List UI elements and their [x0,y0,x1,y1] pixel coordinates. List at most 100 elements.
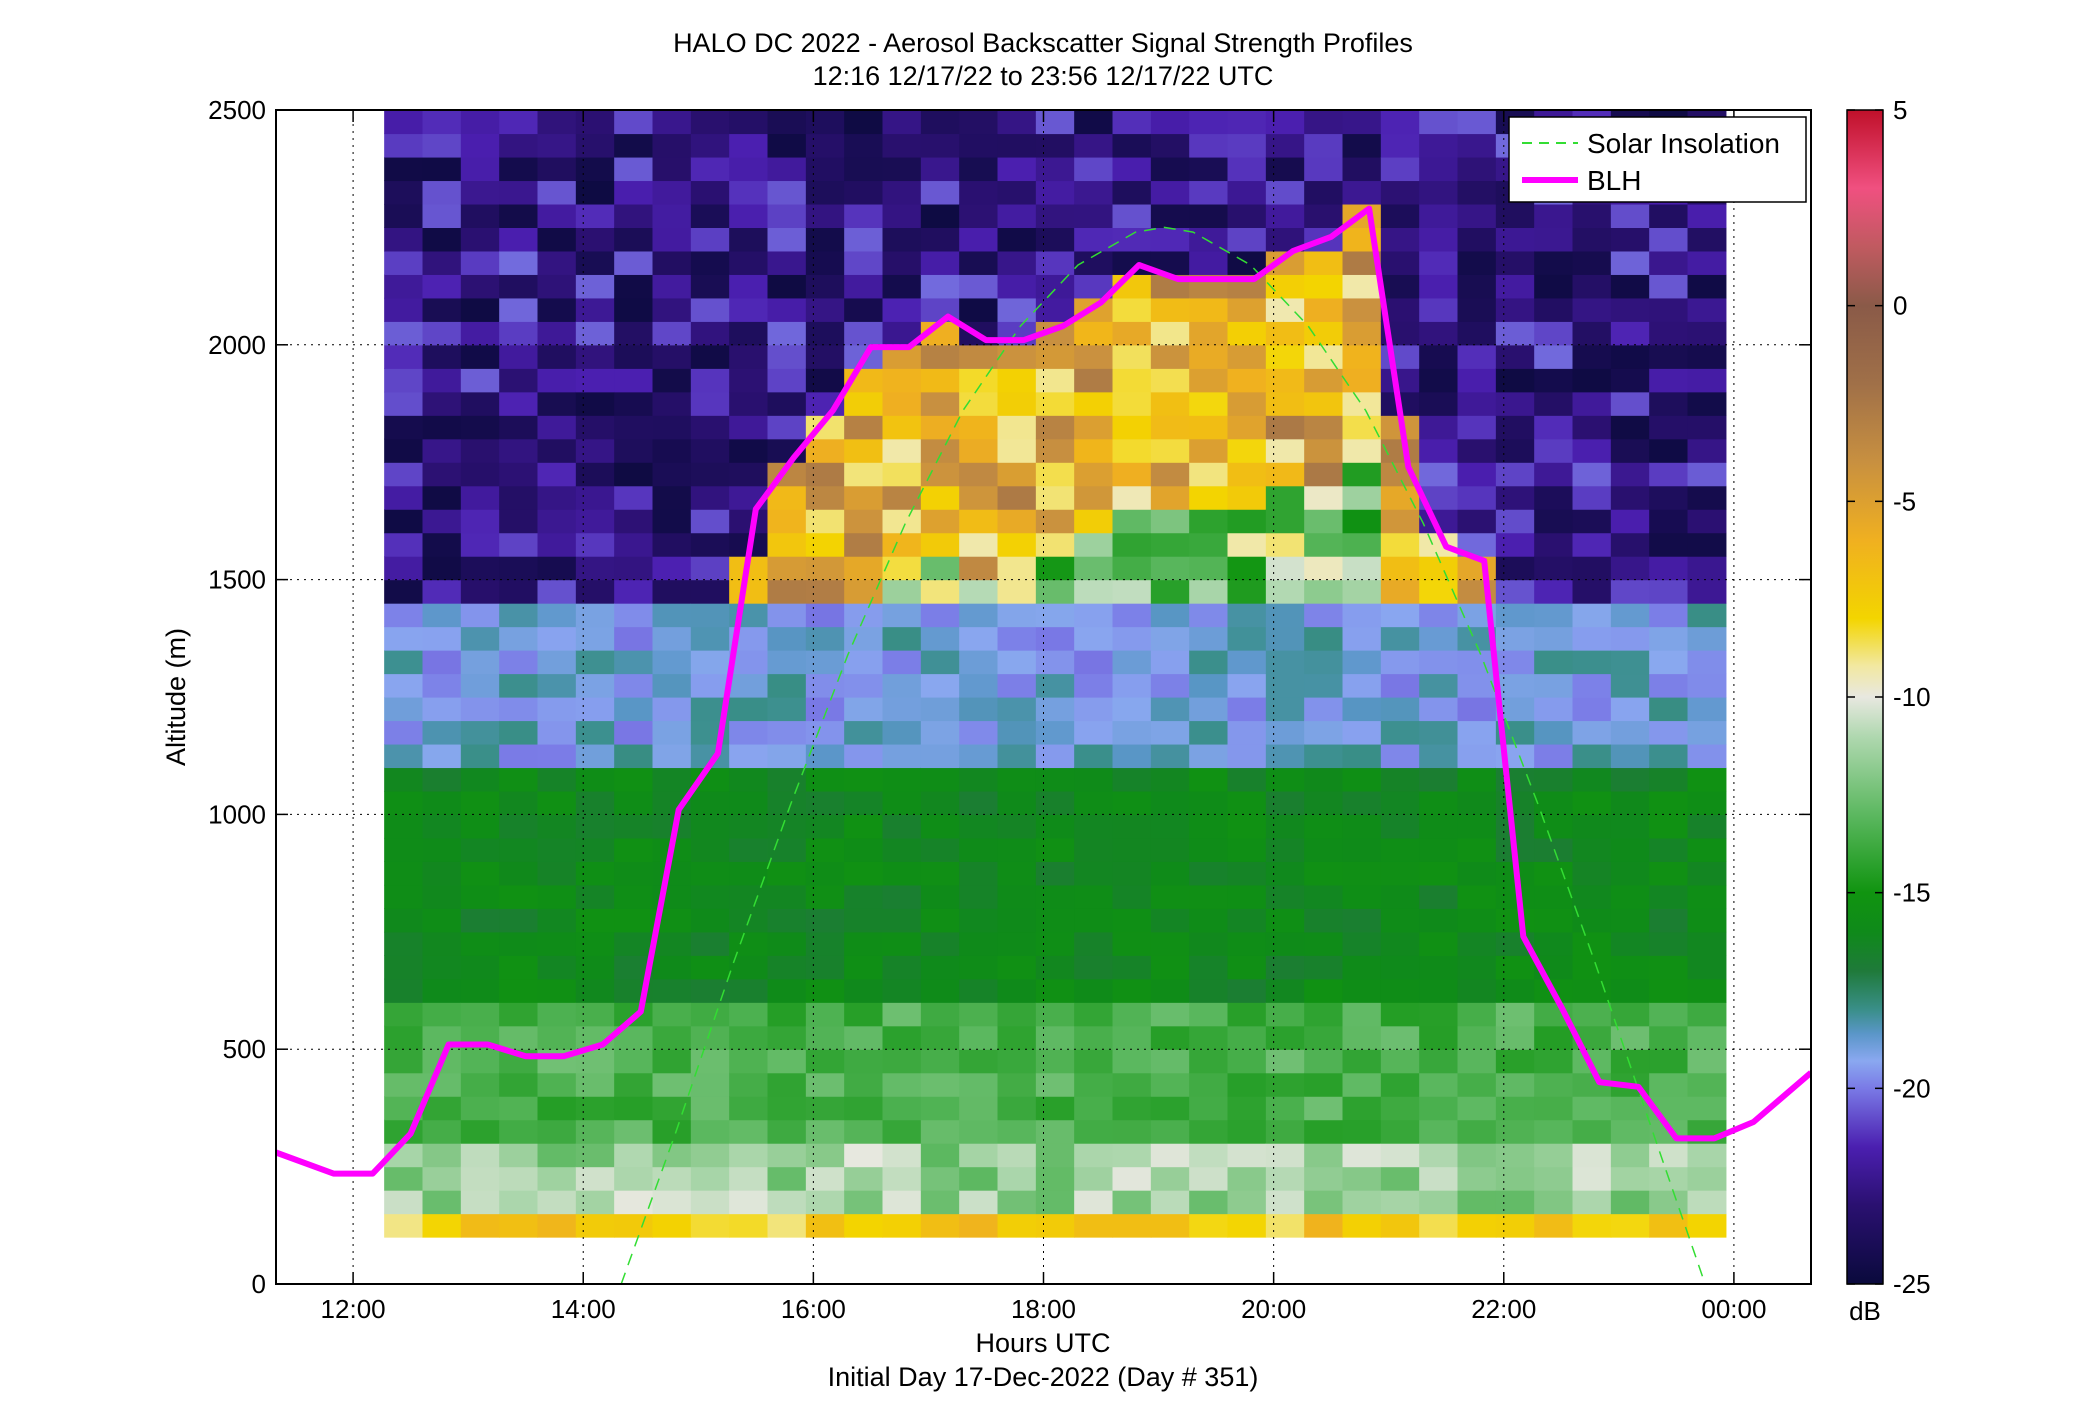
heatmap-cell [920,227,960,252]
heatmap-cell [1189,978,1229,1003]
heatmap-cell [1572,297,1612,322]
heatmap-cell [844,1119,884,1144]
heatmap-cell [460,743,500,769]
heatmap-cell [1610,485,1650,510]
heatmap-cell [1380,485,1420,510]
heatmap-cell [537,462,577,487]
heatmap-cell [1687,673,1727,698]
heatmap-cell [1380,1166,1420,1191]
heatmap-cell [1227,462,1267,487]
heatmap-cell [920,1049,960,1074]
heatmap-cell [1227,955,1267,980]
heatmap-cell [460,133,500,158]
heatmap-cell [767,720,807,745]
heatmap-cell [1457,861,1497,886]
heatmap-cell [767,697,807,722]
heatmap-cell [729,1119,769,1144]
heatmap-cell [652,180,692,205]
heatmap-cell [767,931,807,956]
heatmap-cell [997,861,1037,886]
heatmap-cell [805,814,845,839]
heatmap-cell [1342,743,1382,769]
heatmap-cell [1687,743,1727,769]
heatmap-cell [499,133,539,158]
heatmap-cell [1687,1213,1727,1238]
heatmap-cell [575,908,615,933]
heatmap-cell [460,1119,500,1144]
heatmap-cell [844,438,884,463]
heatmap-cell [1495,884,1535,909]
heatmap-cell [575,837,615,862]
heatmap-cell [1610,650,1650,675]
heatmap-cell [1495,1213,1535,1238]
heatmap-cell [1227,579,1267,604]
heatmap-cell [1035,1049,1075,1074]
heatmap-cell [1687,814,1727,839]
heatmap-cell [1457,743,1497,769]
heatmap-cell [882,697,922,722]
heatmap-cell [959,837,999,862]
heatmap-cell [997,368,1037,393]
heatmap-cell [1189,297,1229,322]
heatmap-cell [460,861,500,886]
heatmap-cell [1457,1025,1497,1050]
heatmap-cell [1035,368,1075,393]
heatmap-cell [1074,156,1114,182]
heatmap-cell [729,321,769,346]
heatmap-cell [1610,227,1650,252]
heatmap-cell [1227,814,1267,839]
heatmap-cell [1227,1025,1267,1050]
heatmap-cell [959,931,999,956]
heatmap-cell [575,626,615,651]
heatmap-cell [1419,814,1459,839]
heatmap-cell [1419,203,1459,228]
heatmap-cell [959,1025,999,1050]
heatmap-cell [959,509,999,534]
heatmap-cell [1189,1190,1229,1215]
heatmap-cell [422,743,462,769]
heatmap-cell [1304,1002,1344,1027]
heatmap-cell [422,203,462,228]
heatmap-cell [1572,1143,1612,1168]
heatmap-cell [882,368,922,393]
heatmap-cell [1534,767,1574,792]
heatmap-cell [460,297,500,322]
heatmap-cell [537,297,577,322]
heatmap-cell [1457,1096,1497,1121]
heatmap-cell [384,391,424,416]
heatmap-cell [729,227,769,252]
heatmap-cell [1687,321,1727,346]
heatmap-cell [460,274,500,299]
heatmap-cell [1265,1166,1305,1191]
heatmap-cell [575,1096,615,1121]
heatmap-cell [1419,321,1459,346]
heatmap-cell [384,532,424,557]
heatmap-cell [1112,438,1152,463]
heatmap-cell [729,274,769,299]
heatmap-cell [1304,603,1344,628]
heatmap-cell [1304,274,1344,299]
heatmap-cell [537,485,577,510]
heatmap-cell [1572,1096,1612,1121]
heatmap-cell [1610,955,1650,980]
heatmap-cell [997,391,1037,416]
heatmap-cell [767,743,807,769]
heatmap-cell [460,931,500,956]
heatmap-cell [1035,931,1075,956]
heatmap-cell [1572,814,1612,839]
heatmap-cell [460,391,500,416]
heatmap-cell [575,250,615,275]
heatmap-cell [652,673,692,698]
heatmap-cell [1265,133,1305,158]
heatmap-cell [575,978,615,1003]
heatmap-cell [1534,884,1574,909]
heatmap-cell [1150,908,1190,933]
x-tick-label: 14:00 [551,1294,616,1324]
heatmap-cell [1304,1025,1344,1050]
heatmap-cell [997,1119,1037,1144]
heatmap-cell [575,814,615,839]
heatmap-cell [1419,180,1459,205]
heatmap-cell [1342,931,1382,956]
heatmap-cell [997,180,1037,205]
heatmap-cell [729,955,769,980]
